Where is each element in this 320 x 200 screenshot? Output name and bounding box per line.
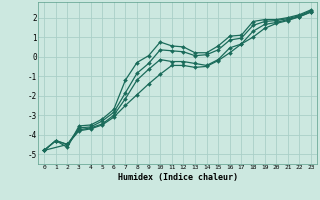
X-axis label: Humidex (Indice chaleur): Humidex (Indice chaleur) xyxy=(118,173,238,182)
